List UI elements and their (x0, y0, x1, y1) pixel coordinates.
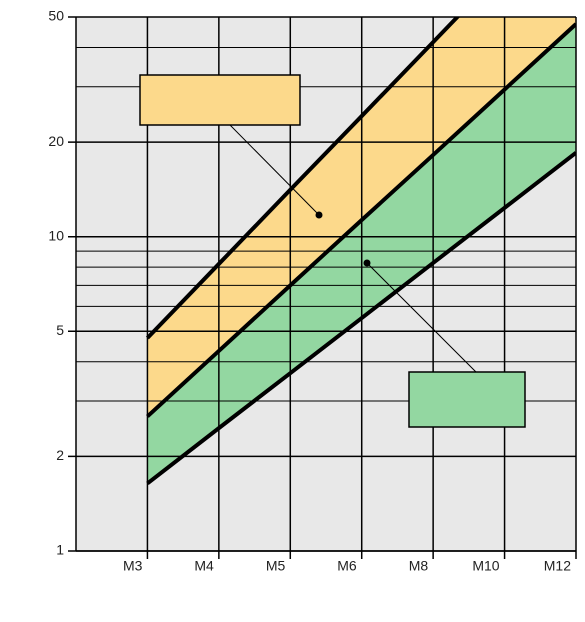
x-tick-label: M3 (123, 558, 143, 574)
series-line (145, 17, 461, 340)
series-line (146, 22, 576, 418)
series-line (146, 151, 576, 486)
leader-dot (315, 211, 323, 219)
y-tick-label: 1 (56, 542, 64, 558)
y-tick-label: 50 (48, 8, 64, 24)
leader-line (229, 124, 320, 216)
callout-box (408, 371, 526, 428)
leader-line (366, 262, 477, 373)
x-tick-label: M5 (266, 558, 286, 574)
x-tick-label: M12 (544, 558, 571, 574)
x-tick-label: M6 (337, 558, 357, 574)
callout-box (139, 74, 301, 126)
y-tick-label: 10 (48, 227, 64, 243)
x-tick-label: M4 (194, 558, 214, 574)
y-tick-label: 20 (48, 133, 64, 149)
y-tick-label: 5 (56, 322, 64, 338)
x-tick-label: M8 (409, 558, 429, 574)
leader-dot (363, 259, 371, 267)
x-tick-label: M10 (472, 558, 499, 574)
y-tick-label: 2 (56, 447, 64, 463)
